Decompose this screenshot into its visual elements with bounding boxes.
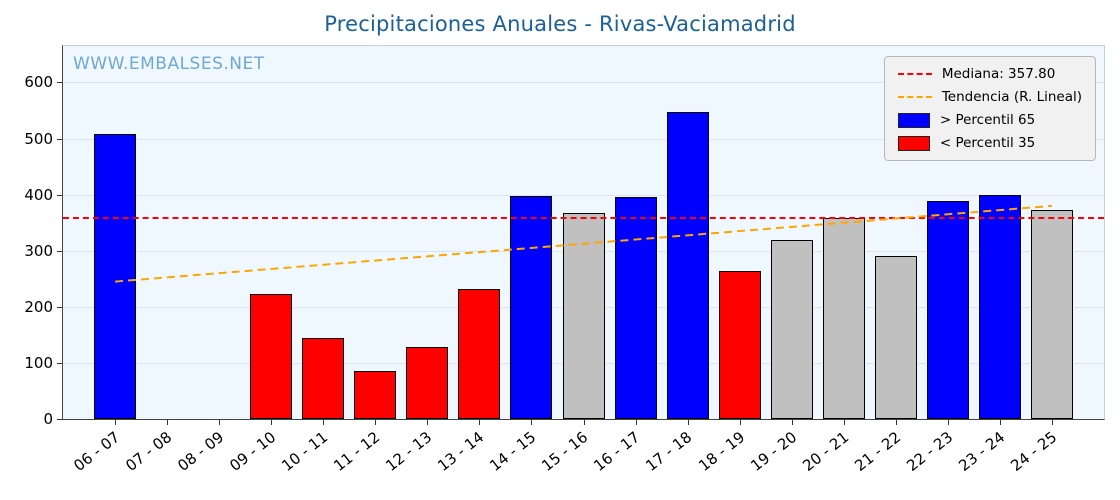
x-tick-label: 09 - 10 <box>226 428 280 475</box>
legend-above-label: > Percentil 65 <box>939 112 1036 128</box>
y-tick-label: 500 <box>24 129 53 148</box>
x-tick-mark <box>583 420 585 425</box>
legend: Mediana: 357.80 Tendencia (R. Lineal) > … <box>883 56 1096 161</box>
x-tick-label: 19 - 20 <box>746 428 800 475</box>
x-tick-label: 18 - 19 <box>694 428 748 475</box>
x-tick-mark <box>739 420 741 425</box>
y-tick-label: 400 <box>24 185 53 204</box>
y-tick-label: 100 <box>24 353 53 372</box>
x-tick-mark <box>271 420 273 425</box>
x-tick-mark <box>843 420 845 425</box>
x-tick-mark <box>635 420 637 425</box>
chart-title: Precipitaciones Anuales - Rivas-Vaciamad… <box>324 12 796 36</box>
x-tick-label: 12 - 13 <box>382 428 436 475</box>
bar-16-17 <box>614 197 657 419</box>
x-tick-mark <box>999 420 1001 425</box>
bar-10-11 <box>302 338 345 419</box>
x-tick-label: 24 - 25 <box>1007 428 1061 475</box>
x-tick-label: 13 - 14 <box>434 428 488 475</box>
y-tick-mark <box>57 250 62 252</box>
gridline <box>63 194 1104 196</box>
median-line <box>63 217 1104 220</box>
x-tick-label: 15 - 16 <box>538 428 592 475</box>
x-tick-mark <box>687 420 689 425</box>
below-percentile-patch-icon <box>897 135 930 151</box>
median-line-sample-icon <box>897 73 932 75</box>
x-tick-label: 10 - 11 <box>278 428 332 475</box>
x-tick-mark <box>947 420 949 425</box>
bar-12-13 <box>406 347 449 419</box>
bar-15-16 <box>562 212 605 419</box>
y-tick-mark <box>57 362 62 364</box>
y-tick-label: 300 <box>24 241 53 260</box>
x-tick-mark <box>375 420 377 425</box>
x-tick-mark <box>323 420 325 425</box>
legend-item-below-percentile: < Percentil 35 <box>897 135 1082 151</box>
x-tick-label: 11 - 12 <box>330 428 384 475</box>
bar-22-23 <box>926 201 969 419</box>
bar-13-14 <box>458 289 501 419</box>
gridline <box>63 138 1104 140</box>
bar-11-12 <box>354 371 397 419</box>
legend-below-label: < Percentil 35 <box>939 135 1036 151</box>
x-tick-label: 21 - 22 <box>850 428 904 475</box>
x-tick-mark <box>1051 420 1053 425</box>
gridline <box>63 82 1104 84</box>
x-tick-mark <box>791 420 793 425</box>
x-tick-label: 20 - 21 <box>798 428 852 475</box>
plot-area: WWW.EMBALSES.NET Mediana: 357.80 Tendenc… <box>24 45 1105 475</box>
trend-line-sample-icon <box>897 96 932 98</box>
legend-item-trend: Tendencia (R. Lineal) <box>897 89 1082 105</box>
legend-item-above-percentile: > Percentil 65 <box>897 112 1082 128</box>
y-tick-mark <box>57 194 62 196</box>
x-tick-label: 07 - 08 <box>122 428 176 475</box>
x-tick-label: 23 - 24 <box>955 428 1008 475</box>
legend-trend-label: Tendencia (R. Lineal) <box>941 89 1082 105</box>
bar-20-21 <box>822 218 865 419</box>
x-tick-mark <box>167 420 169 425</box>
y-tick-mark <box>57 82 62 84</box>
y-tick-mark <box>57 419 62 420</box>
x-tick-label: 14 - 15 <box>486 428 540 475</box>
x-tick-mark <box>427 420 429 425</box>
y-tick-label: 0 <box>43 410 53 428</box>
bar-06-07 <box>94 133 137 419</box>
x-tick-mark <box>115 420 117 425</box>
x-tick-label: 17 - 18 <box>642 428 696 475</box>
bar-09-10 <box>250 294 293 419</box>
x-tick-mark <box>531 420 533 425</box>
x-tick-label: 16 - 17 <box>590 428 644 475</box>
y-tick-mark <box>57 138 62 140</box>
bar-24-25 <box>1030 209 1073 419</box>
y-tick-mark <box>57 306 62 308</box>
x-tick-label: 22 - 23 <box>902 428 956 475</box>
x-tick-label: 06 - 07 <box>70 428 124 475</box>
bar-23-24 <box>978 195 1021 419</box>
bar-19-20 <box>770 239 813 419</box>
bar-18-19 <box>718 271 761 419</box>
y-tick-label: 200 <box>24 297 53 316</box>
bar-17-18 <box>666 112 709 419</box>
bar-21-22 <box>874 255 917 419</box>
y-tick-label: 600 <box>24 73 53 92</box>
legend-median-label: Mediana: 357.80 <box>941 66 1056 82</box>
legend-item-median: Mediana: 357.80 <box>897 66 1082 82</box>
x-tick-mark <box>895 420 897 425</box>
bar-14-15 <box>510 195 553 419</box>
x-tick-mark <box>219 420 221 425</box>
watermark: WWW.EMBALSES.NET <box>73 54 265 74</box>
x-tick-label: 08 - 09 <box>174 428 228 475</box>
x-tick-mark <box>479 420 481 425</box>
above-percentile-patch-icon <box>897 112 930 128</box>
